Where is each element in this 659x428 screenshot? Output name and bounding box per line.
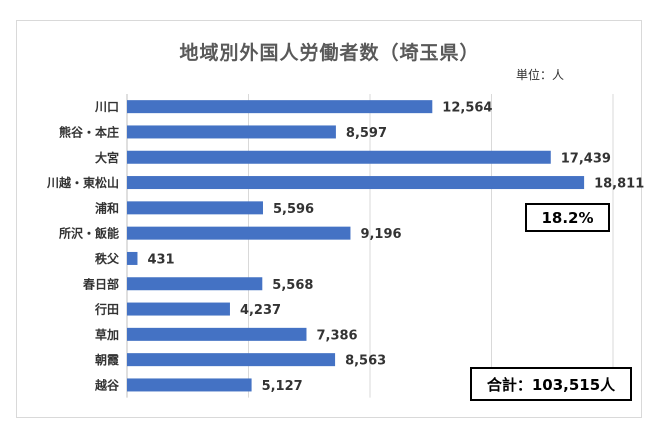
category-label: 川越・東松山 [46, 175, 119, 190]
value-label: 431 [147, 252, 174, 267]
chart-title: 地域別外国人労働者数（埼玉県） [179, 42, 480, 64]
category-label: 大宮 [95, 150, 119, 165]
category-label: 浦和 [95, 200, 119, 215]
value-label: 9,196 [360, 227, 401, 242]
value-label: 5,568 [272, 278, 313, 293]
value-label: 12,564 [442, 101, 492, 116]
category-label: 春日部 [82, 276, 119, 291]
bar [127, 125, 336, 139]
value-label: 7,386 [316, 328, 357, 343]
category-label: 行田 [94, 302, 119, 317]
value-label: 5,596 [273, 202, 314, 217]
category-label: 所沢・飯能 [59, 226, 119, 241]
value-label: 8,563 [345, 354, 386, 369]
bar [127, 176, 585, 190]
bar [127, 201, 263, 215]
value-label: 8,597 [346, 126, 387, 141]
unit-label: 単位：人 [516, 68, 565, 82]
value-label: 5,127 [262, 379, 303, 394]
bar [127, 277, 263, 291]
bar [127, 251, 138, 265]
bar [127, 226, 351, 240]
bar [127, 378, 252, 392]
total-annotation: 合計：103,515人 [470, 367, 632, 401]
bar [127, 302, 230, 316]
category-label: 川口 [94, 100, 119, 114]
category-label: 朝霞 [95, 352, 120, 367]
bar [127, 327, 307, 341]
value-label: 18,811 [594, 177, 644, 192]
value-label: 4,237 [240, 303, 281, 318]
category-label: 秩父 [95, 251, 120, 266]
category-label: 熊谷・本庄 [59, 124, 119, 139]
bar [127, 150, 551, 164]
bar [127, 353, 336, 367]
value-label: 17,439 [561, 151, 611, 166]
category-label: 草加 [95, 327, 119, 342]
share-annotation: 18.2% [525, 203, 610, 232]
bar [127, 100, 433, 114]
category-label: 越谷 [94, 377, 120, 392]
